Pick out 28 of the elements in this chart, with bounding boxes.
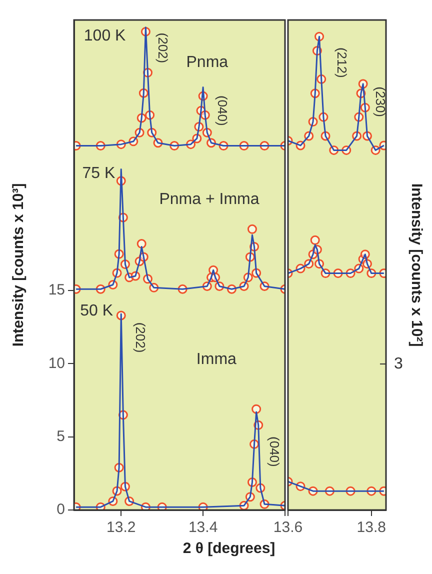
annotation: (040)	[214, 95, 230, 126]
x-tick-label: 13.2	[106, 519, 136, 536]
annotation: (202)	[155, 32, 170, 64]
annotation: Pnma	[186, 54, 228, 72]
point	[252, 404, 262, 414]
annotation: Imma	[196, 350, 237, 368]
y-tick-label: 0	[56, 501, 65, 518]
point	[310, 235, 320, 245]
annotation: Pnma + Imma	[159, 191, 260, 208]
annotation: 100 K	[84, 28, 126, 45]
y-tick-label: 15	[48, 282, 65, 299]
y-tick-label: 5	[56, 428, 65, 446]
x-tick-label: 13.4	[188, 519, 218, 536]
annotation: (230)	[373, 86, 388, 118]
x-tick-label: 13.8	[356, 519, 386, 536]
annotation: (040)	[267, 436, 282, 467]
point	[247, 224, 257, 234]
annotation: (212)	[334, 47, 350, 78]
x-axis-title: 2 θ [degrees]	[182, 540, 276, 557]
text: 3	[394, 355, 403, 372]
point	[136, 239, 146, 249]
x-tick-label: 13.6	[273, 519, 303, 536]
annotation: (202)	[133, 322, 148, 353]
y-tick-label: 10	[48, 354, 65, 372]
annotation: 75 K	[82, 164, 116, 182]
y-axis-title: Intensity [counts x 10²]	[408, 183, 425, 347]
y-axis-title: Intensity [counts x 10³]	[10, 183, 28, 347]
annotation: 50 K	[80, 302, 114, 320]
